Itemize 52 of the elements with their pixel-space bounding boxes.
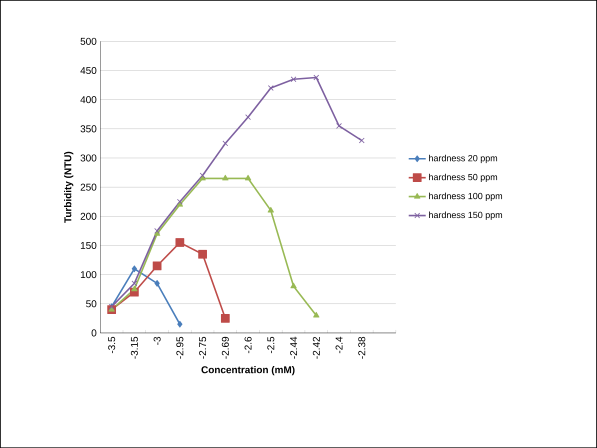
x-tick-label: -3.5 <box>108 336 116 354</box>
y-tick-label: 300 <box>80 154 96 162</box>
point <box>244 174 252 180</box>
x-tick-label: -3 <box>154 336 161 345</box>
point <box>222 174 228 180</box>
y-axis-title: Turbidity (NTU) <box>64 152 74 223</box>
point <box>290 282 297 288</box>
point <box>175 238 184 247</box>
point <box>177 320 182 328</box>
x-tick-label: -2.44 <box>290 336 298 359</box>
point <box>313 312 320 318</box>
point <box>152 261 162 270</box>
point <box>358 138 365 144</box>
y-tick-label: 100 <box>80 271 96 278</box>
point <box>222 140 228 146</box>
x-tick-label: -2.69 <box>222 336 229 359</box>
y-tick-label: 450 <box>80 66 96 74</box>
x-tick-label: -2.42 <box>312 336 320 359</box>
point <box>290 76 296 82</box>
x-axis-title: Concentration (mM) <box>201 366 295 376</box>
point <box>245 114 251 120</box>
point <box>154 228 160 234</box>
x-tick-label: -2.4 <box>336 336 342 354</box>
point <box>268 85 274 91</box>
y-tick-label: 350 <box>80 125 96 132</box>
point <box>176 198 183 204</box>
point <box>313 74 320 80</box>
legend-label: hardness 50 ppm <box>429 174 498 182</box>
point <box>132 265 138 272</box>
point <box>198 250 207 258</box>
x-tick-label: -2.6 <box>244 336 252 354</box>
y-tick-label: 150 <box>80 242 96 249</box>
point <box>131 286 138 292</box>
y-tick-label: 0 <box>92 329 96 336</box>
y-tick-label: 500 <box>80 38 96 45</box>
legend-label: hardness 100 ppm <box>429 192 502 201</box>
legend-label: hardness 150 ppm <box>429 211 502 220</box>
point <box>268 206 274 212</box>
y-tick-label: 200 <box>80 212 96 220</box>
x-tick-label: -2.38 <box>358 336 366 359</box>
x-tick-label: -2.75 <box>199 336 206 359</box>
point <box>154 280 160 287</box>
point <box>220 314 230 323</box>
y-tick-label: 400 <box>80 96 96 104</box>
point <box>132 280 138 286</box>
x-tick-label: -2.95 <box>176 336 184 359</box>
y-tick-label: 50 <box>86 300 96 308</box>
x-tick-label: -2.5 <box>267 336 274 354</box>
point <box>336 122 342 129</box>
legend-label: hardness 20 ppm <box>429 154 498 164</box>
y-tick-label: 250 <box>80 184 96 191</box>
x-tick-label: -3.15 <box>130 336 138 359</box>
